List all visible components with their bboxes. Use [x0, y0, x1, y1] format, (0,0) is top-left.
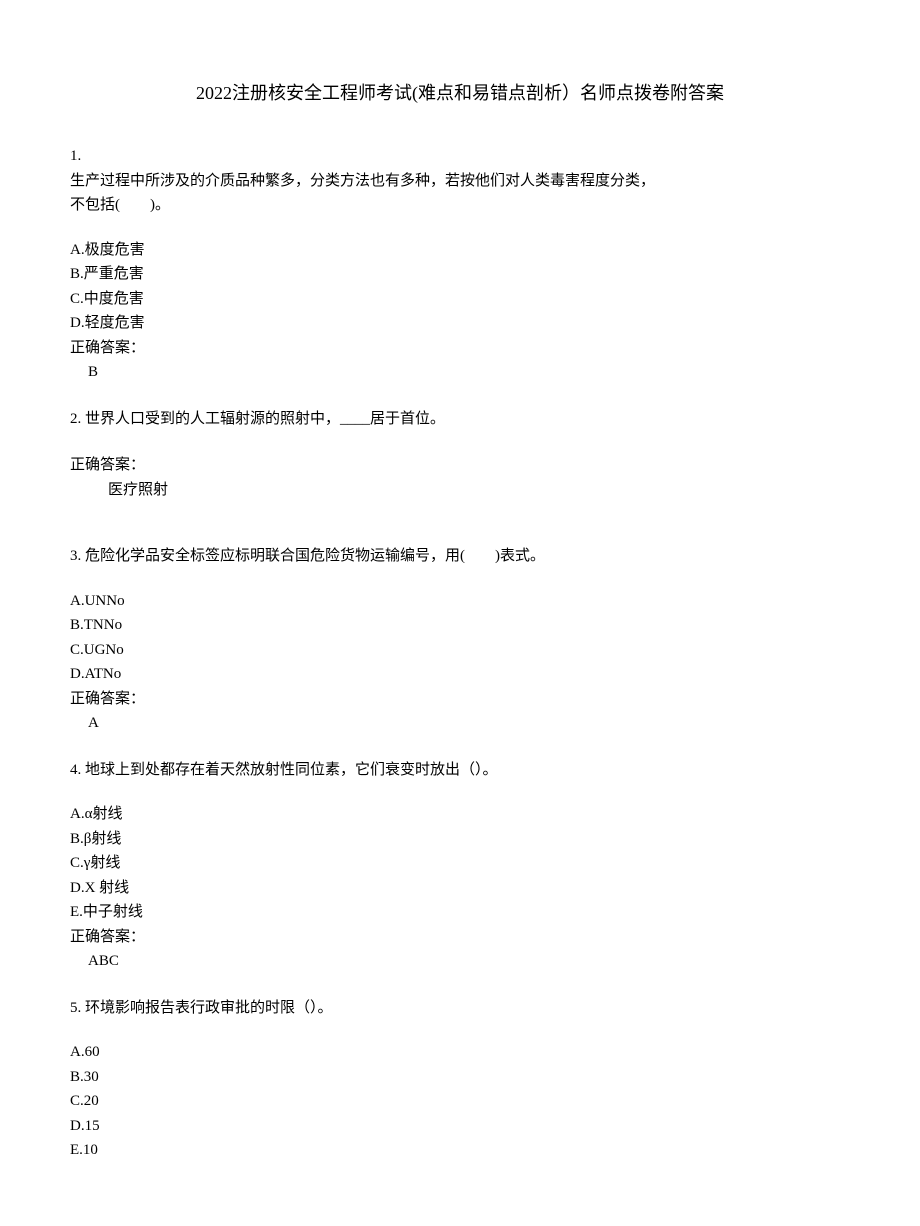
question-2: 2. 世界人口受到的人工辐射源的照射中，____居于首位。 正确答案： 医疗照射 [70, 408, 850, 502]
question-text-line: 4. 地球上到处都存在着天然放射性同位素，它们衰变时放出（）。 [70, 759, 850, 782]
option-d: D.ATNo [70, 663, 850, 686]
question-3: 3. 危险化学品安全标签应标明联合国危险货物运输编号，用( )表式。 A.UNN… [70, 545, 850, 735]
answer-value: B [70, 361, 850, 384]
question-text: 世界人口受到的人工辐射源的照射中，____居于首位。 [85, 411, 445, 427]
question-text-line: 5. 环境影响报告表行政审批的时限（）。 [70, 997, 850, 1020]
document-title: 2022注册核安全工程师考试(难点和易错点剖析）名师点拨卷附答案 [70, 80, 850, 107]
option-a: A.60 [70, 1041, 850, 1064]
option-c: C.UGNo [70, 639, 850, 662]
question-text: 地球上到处都存在着天然放射性同位素，它们衰变时放出（）。 [85, 762, 498, 778]
option-e: E.中子射线 [70, 901, 850, 924]
answer-value: 医疗照射 [70, 479, 850, 502]
answer-value: ABC [70, 950, 850, 973]
answer-label: 正确答案： [70, 688, 850, 711]
option-d: D.轻度危害 [70, 312, 850, 335]
option-c: C.中度危害 [70, 288, 850, 311]
question-5: 5. 环境影响报告表行政审批的时限（）。 A.60 B.30 C.20 D.15… [70, 997, 850, 1162]
question-text: 危险化学品安全标签应标明联合国危险货物运输编号，用( )表式。 [85, 548, 545, 564]
question-number: 2. [70, 411, 81, 427]
question-text: 环境影响报告表行政审批的时限（）。 [85, 1000, 333, 1016]
question-number: 3. [70, 548, 81, 564]
option-c: C.20 [70, 1090, 850, 1113]
question-text-line: 3. 危险化学品安全标签应标明联合国危险货物运输编号，用( )表式。 [70, 545, 850, 568]
option-b: B.β射线 [70, 828, 850, 851]
option-b: B.TNNo [70, 614, 850, 637]
option-b: B.30 [70, 1066, 850, 1089]
option-a: A.极度危害 [70, 239, 850, 262]
answer-label: 正确答案： [70, 454, 850, 477]
question-number: 4. [70, 762, 81, 778]
question-number: 5. [70, 1000, 81, 1016]
option-a: A.α射线 [70, 803, 850, 826]
option-a: A.UNNo [70, 590, 850, 613]
option-d: D.X 射线 [70, 877, 850, 900]
answer-value: A [70, 712, 850, 735]
option-d: D.15 [70, 1115, 850, 1138]
answer-label: 正确答案： [70, 926, 850, 949]
question-text-line: 不包括( )。 [70, 194, 850, 217]
question-4: 4. 地球上到处都存在着天然放射性同位素，它们衰变时放出（）。 A.α射线 B.… [70, 759, 850, 973]
answer-label: 正确答案： [70, 337, 850, 360]
question-text-line: 生产过程中所涉及的介质品种繁多，分类方法也有多种，若按他们对人类毒害程度分类， [70, 170, 850, 193]
question-text-line: 2. 世界人口受到的人工辐射源的照射中，____居于首位。 [70, 408, 850, 431]
question-number: 1. [70, 148, 81, 164]
option-e: E.10 [70, 1139, 850, 1162]
option-c: C.γ射线 [70, 852, 850, 875]
option-b: B.严重危害 [70, 263, 850, 286]
question-1: 1. 生产过程中所涉及的介质品种繁多，分类方法也有多种，若按他们对人类毒害程度分… [70, 145, 850, 384]
question-number-line: 1. [70, 145, 850, 168]
